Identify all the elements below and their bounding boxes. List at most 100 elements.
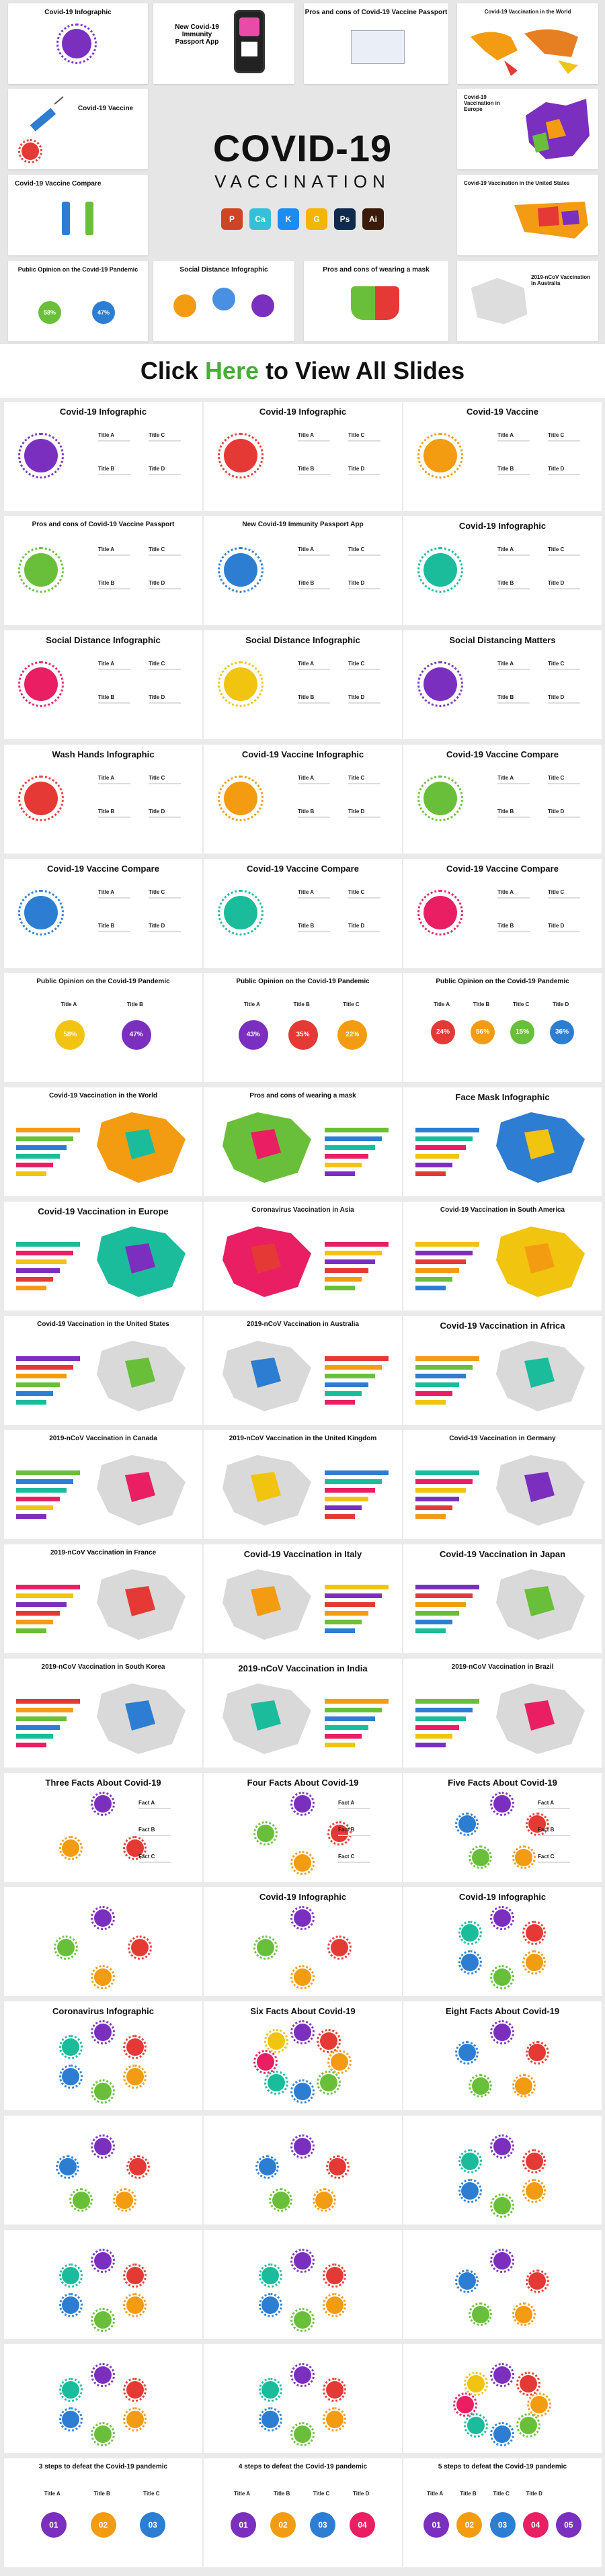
stat-bar <box>415 1145 466 1150</box>
thumb-covid-vaccine[interactable]: Covid-19 Vaccine <box>8 89 148 169</box>
item-label: Title A <box>98 546 115 552</box>
slide-thumbnail[interactable]: 5 steps to defeat the Covid-19 pandemic 0… <box>403 2458 602 2567</box>
slide-thumbnail[interactable]: Social Distancing Matters Title A Title B T… <box>403 630 602 739</box>
slide-thumbnail[interactable]: New Covid-19 Immunity Passport App Title … <box>204 516 402 625</box>
slide-thumbnail[interactable]: Covid-19 Vaccination in Germany <box>403 1430 602 1539</box>
slide-thumbnail[interactable]: Covid-19 Infographic Title A Title B Title … <box>4 402 202 511</box>
virus-icon <box>458 2149 483 2173</box>
item-label: Title B <box>98 694 115 700</box>
slide-thumbnail[interactable]: Social Distance Infographic Title A Title … <box>4 630 202 739</box>
stat-bar <box>325 1128 389 1132</box>
slide-thumbnail[interactable]: Face Mask Infographic <box>403 1087 602 1196</box>
slide-thumbnail[interactable]: Three Facts About Covid-19 Fact A Fact B Fa… <box>4 1773 202 1882</box>
slide-thumbnail[interactable] <box>4 1887 202 1996</box>
thumb-title: Pros and cons of Covid-19 Vaccine Passpo… <box>305 9 448 16</box>
slide-thumbnail[interactable]: Pros and cons of Covid-19 Vaccine Passpo… <box>4 516 202 625</box>
stat-bar <box>415 1699 479 1704</box>
slide-thumbnail[interactable]: Covid-19 Vaccination in the United State… <box>4 1316 202 1425</box>
stat-bar <box>16 1699 80 1704</box>
slide-thumbnail[interactable]: Covid-19 Infographic Title A Title B Title … <box>403 516 602 625</box>
slide-thumbnail[interactable]: 2019-nCoV Vaccination in India <box>204 1659 402 1768</box>
slide-thumbnail[interactable] <box>204 2116 402 2225</box>
slide-thumbnail[interactable]: Covid-19 Vaccine Title A Title B Title C Tit… <box>403 402 602 511</box>
slide-thumbnail[interactable]: Covid-19 Vaccination in Europe <box>4 1202 202 1311</box>
slide-thumbnail[interactable] <box>4 2230 202 2339</box>
text-placeholder <box>548 474 580 475</box>
thumb-social-distance[interactable]: Social Distance Infographic <box>153 261 294 341</box>
slide-thumbnail[interactable] <box>403 2344 602 2453</box>
thumb-world[interactable]: Covid-19 Vaccination in the World <box>457 3 598 84</box>
slide-thumbnail[interactable]: Eight Facts About Covid-19 <box>403 2001 602 2110</box>
stat-bar <box>325 1286 355 1290</box>
slide-thumbnail[interactable] <box>403 2116 602 2225</box>
slide-thumbnail[interactable]: Covid-19 Vaccination in Italy <box>204 1544 402 1653</box>
thumb-europe[interactable]: Covid-19 Vaccination in Europe <box>457 89 598 169</box>
thumb-australia[interactable]: 2019-nCoV Vaccination in Australia <box>457 261 598 341</box>
slide-thumbnail[interactable]: Covid-19 Infographic <box>403 1887 602 1996</box>
slide-thumbnail[interactable] <box>204 2230 402 2339</box>
virus-icon <box>417 890 463 936</box>
slide-thumbnail[interactable]: Public Opinion on the Covid-19 Pandemic 5… <box>4 973 202 1082</box>
slide-thumbnail[interactable]: Covid-19 Vaccination in South America <box>403 1202 602 1311</box>
slide-thumbnail[interactable]: Public Opinion on the Covid-19 Pandemic 4… <box>204 973 402 1082</box>
thumb-vaccine-compare[interactable]: Covid-19 Vaccine Compare <box>8 175 148 255</box>
thumb-public-opinion[interactable]: Public Opinion on the Covid-19 Pandemic … <box>8 261 148 341</box>
slide-thumbnail[interactable]: 3 steps to defeat the Covid-19 pandemic 0… <box>4 2458 202 2567</box>
slide-thumbnail[interactable]: 2019-nCoV Vaccination in Canada <box>4 1430 202 1539</box>
hero-subtitle: VACCINATION <box>214 171 391 192</box>
text-placeholder <box>497 554 530 556</box>
slide-thumbnail[interactable]: Public Opinion on the Covid-19 Pandemic 2… <box>403 973 602 1082</box>
thumb-vaccine-passport[interactable]: Pros and cons of Covid-19 Vaccine Passpo… <box>304 3 448 84</box>
stat-bar <box>16 1128 80 1132</box>
region-map-icon <box>496 1455 585 1526</box>
slide-thumbnail[interactable]: Coronavirus Vaccination in Asia <box>204 1202 402 1311</box>
mask-face-icon: 47% <box>92 301 115 324</box>
mask-shield-icon <box>375 286 399 320</box>
slide-thumbnail[interactable]: Covid-19 Infographic Title A Title B Title … <box>204 402 402 511</box>
slide-thumbnail[interactable] <box>4 2116 202 2225</box>
text-placeholder <box>548 897 580 899</box>
slide-thumbnail[interactable]: Social Distance Infographic Title A Title … <box>204 630 402 739</box>
stat-bar <box>325 1356 389 1361</box>
slide-thumbnail[interactable]: Four Facts About Covid-19 Fact A Fact B Fac… <box>204 1773 402 1882</box>
slide-thumbnail[interactable] <box>403 2230 602 2339</box>
slide-thumbnail[interactable]: Five Facts About Covid-19 Fact A Fact B Fac… <box>403 1773 602 1882</box>
slide-thumbnail[interactable]: Covid-19 Vaccination in the World <box>4 1087 202 1196</box>
stat-bar <box>415 1488 466 1493</box>
slide-thumbnail[interactable]: 4 steps to defeat the Covid-19 pandemic 0… <box>204 2458 402 2567</box>
slide-thumbnail[interactable]: Covid-19 Vaccination in Japan <box>403 1544 602 1653</box>
slide-thumbnail[interactable] <box>4 2344 202 2453</box>
stat-bar <box>415 1286 446 1290</box>
slide-thumbnail[interactable]: 2019-nCoV Vaccination in the United King… <box>204 1430 402 1539</box>
thumb-covid-infographic[interactable]: Covid-19 Infographic <box>8 3 148 84</box>
step-virus-icon: 02 <box>456 2512 483 2538</box>
slide-title: Public Opinion on the Covid-19 Pandemic <box>436 978 569 985</box>
slide-thumbnail[interactable]: Covid-19 Vaccine Compare Title A Title B Ti… <box>4 859 202 968</box>
virus-icon <box>455 2269 479 2294</box>
virus-icon <box>18 890 64 936</box>
view-all-slides-link[interactable]: Click Here to View All Slides <box>0 344 605 398</box>
virus-icon <box>122 2263 147 2288</box>
thumb-mask-proscons[interactable]: Pros and cons of wearing a mask <box>304 261 448 341</box>
thumb-us[interactable]: Covid-19 Vaccination in the United State… <box>457 175 598 255</box>
virus-icon <box>327 1821 352 1845</box>
slide-thumbnail[interactable]: 2019-nCoV Vaccination in South Korea <box>4 1659 202 1768</box>
slide-thumbnail[interactable]: Covid-19 Vaccine Infographic Title A Title… <box>204 745 402 854</box>
slide-thumbnail[interactable]: Covid-19 Vaccination in Africa <box>403 1316 602 1425</box>
slide-thumbnail[interactable]: Wash Hands Infographic Title A Title B Titl… <box>4 745 202 854</box>
slide-thumbnail[interactable]: 2019-nCoV Vaccination in France <box>4 1544 202 1653</box>
slide-grid: Covid-19 Infographic Title A Title B Title … <box>0 398 605 2576</box>
slide-thumbnail[interactable]: Six Facts About Covid-19 <box>204 2001 402 2110</box>
slide-thumbnail[interactable]: Pros and cons of wearing a mask <box>204 1087 402 1196</box>
slide-thumbnail[interactable] <box>204 2344 402 2453</box>
thumb-passport-app[interactable]: New Covid-19 Immunity Passport App <box>153 3 294 84</box>
slide-thumbnail[interactable]: 2019-nCoV Vaccination in Australia <box>204 1316 402 1425</box>
slide-thumbnail[interactable]: Coronavirus Infographic <box>4 2001 202 2110</box>
text-placeholder <box>298 931 330 932</box>
slide-thumbnail[interactable]: Covid-19 Infographic <box>204 1887 402 1996</box>
slide-thumbnail[interactable]: Covid-19 Vaccine Compare Title A Title B Ti… <box>204 859 402 968</box>
virus-icon <box>290 1851 315 1875</box>
slide-thumbnail[interactable]: 2019-nCoV Vaccination in Brazil <box>403 1659 602 1768</box>
slide-thumbnail[interactable]: Covid-19 Vaccine Compare Title A Title B Ti… <box>403 859 602 968</box>
slide-thumbnail[interactable]: Covid-19 Vaccine Compare Title A Title B Ti… <box>403 745 602 854</box>
